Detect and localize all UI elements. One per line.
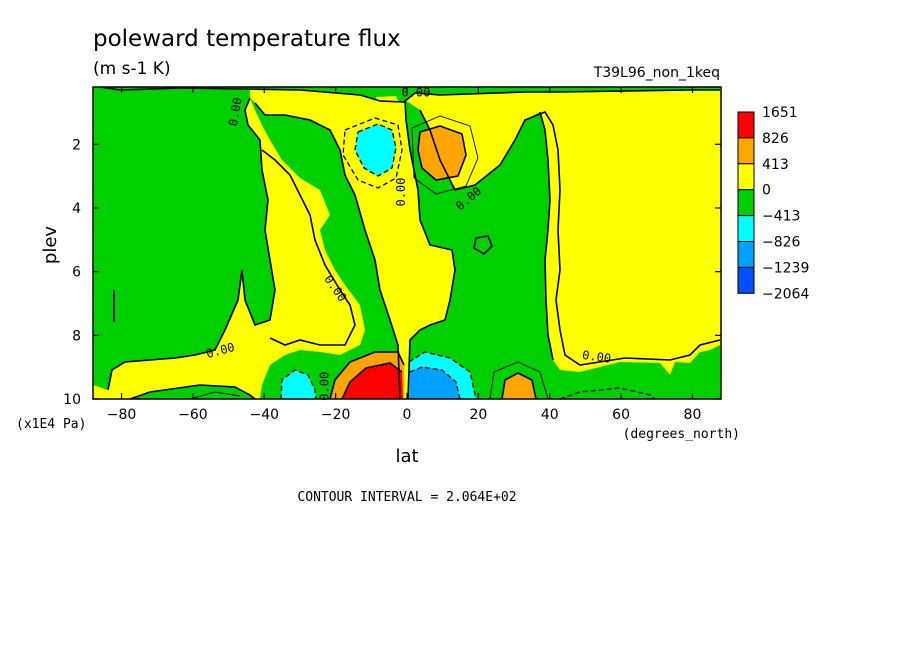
x-tick-label: 60 [612,407,630,423]
y-units-label: (x1E4 Pa) [16,417,86,432]
y-tick-label: 4 [72,201,81,217]
x-tick-label: −20 [321,407,351,423]
contour-neg-lower-west [280,369,317,399]
x-tick-label: 20 [469,407,487,423]
contour-thin-lower-east [489,361,549,399]
field-negative-mid-lower [281,370,316,399]
field-negative-weak-center [405,100,720,399]
contour-neg-upper-outer [342,117,403,189]
colorbar: 1651 826 413 0 −413 −826 −1239 −2064 [737,105,809,302]
contour-zero-west-mid [254,102,401,399]
colorbar-swatch [737,241,755,268]
field-negative-weak-west [93,87,275,390]
y-tick-label: 8 [72,328,81,344]
colorbar-label: 0 [762,183,771,199]
y-axis: 2 4 6 8 10 [63,137,721,408]
run-label: T39L96_non_1keq [593,65,720,81]
colorbar-label: 826 [762,131,789,147]
contour-thin-sw [189,391,241,399]
chart-title: poleward temperature flux [93,26,401,52]
x-tick-label: 80 [684,407,702,423]
x-tick-label: −40 [249,407,279,423]
contour-zero-top [99,87,720,103]
contour-neg-lower-east [408,351,477,399]
field-positive-mid-upper [418,126,466,180]
colorbar-swatch [737,163,755,191]
x-units-label: (degrees_north) [623,427,740,442]
colorbar-swatch [737,189,755,217]
colorbar-swatch [737,215,755,243]
field-negative-weak-west-mid [250,98,400,399]
colorbar-swatch [737,111,755,139]
contour-thin-upper-east [411,115,479,195]
colorbar-label: −1239 [762,260,809,276]
contour-pos-upper [417,125,467,181]
y-axis-label: plev [40,226,61,265]
field-positive-weak-ne [545,95,720,365]
contour-interval-text: CONTOUR INTERVAL = 2.064E+02 [297,490,516,505]
plot-area: 0.000.000.00 0.000.000.000.000.00 [92,86,722,401]
field-positive-strong-lower [342,363,403,399]
y-tick-label: 10 [63,392,81,408]
contour-label: 0.00 [394,178,408,207]
contour-pos-lower-east [501,372,537,399]
field-positive-weak-west [262,150,355,345]
x-tick-label: −80 [107,407,137,423]
x-tick-label: 0 [403,407,412,423]
contour-zero-blob [473,235,493,256]
field-negative-mid-upper [355,124,396,176]
contour-zero-east-inner [539,111,554,361]
colorbar-label: 1651 [762,105,798,121]
x-axis-label: lat [395,446,418,467]
x-tick-label: −60 [178,407,208,423]
colorbar-label: −413 [762,209,800,225]
y-tick-label: 2 [72,137,81,153]
colorbar-swatch [737,137,755,165]
colorbar-swatch [737,266,755,294]
x-axis: −80 −60 −40 −20 0 20 40 60 80 [107,87,702,423]
contour-pos-lower-strong [341,362,403,399]
field-positive-mid-lower-east [502,373,536,399]
field-negative-weak-sw [130,385,255,399]
contour-zero-center [404,99,456,399]
contour-sw [129,384,256,399]
contour-label: 0.00 [226,96,245,127]
chart-units: (m s-1 K) [93,59,171,79]
x-tick-label: 40 [541,407,559,423]
contour-label: 0.00 [581,348,612,366]
colorbar-label: −826 [762,235,801,251]
contour-zero-east [419,109,721,366]
contour-neg-upper [354,123,397,177]
contour-zero-west [107,97,276,391]
y-tick-label: 6 [72,265,81,281]
contour-neg-lower-east-inner [409,366,461,399]
contour-zero-inner-west [261,149,356,346]
contour-label: 0.00 [401,86,430,100]
field-negative-weak-left [93,87,720,102]
contour-label: 0.00 [318,372,332,401]
colorbar-label: 413 [762,157,789,173]
colorbar-label: −2064 [762,286,809,302]
contour-pos-lower [329,351,405,399]
